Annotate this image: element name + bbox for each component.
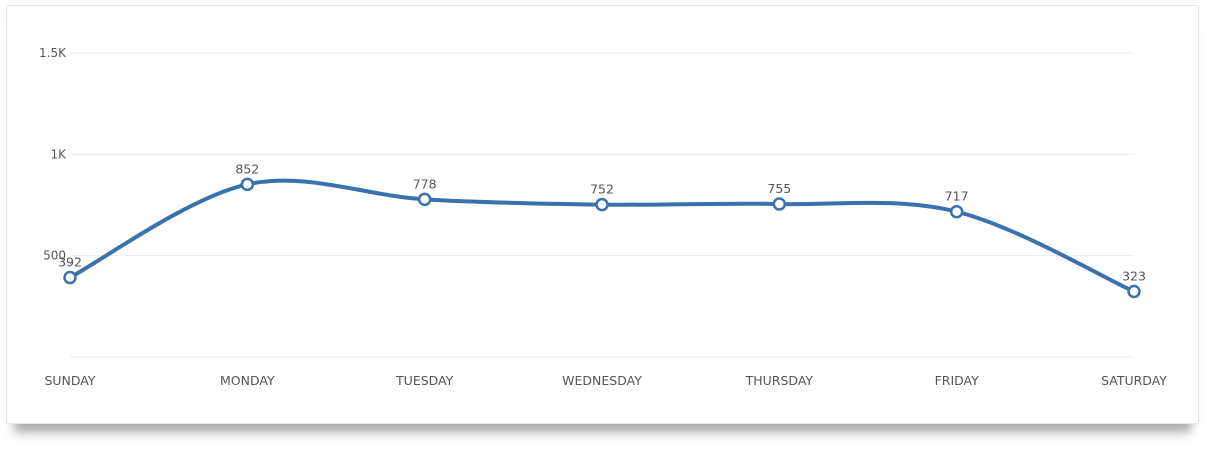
x-tick-label: WEDNESDAY [562,373,642,388]
x-tick-label: THURSDAY [745,373,814,388]
data-label: 752 [590,182,614,197]
data-label: 852 [235,161,259,176]
data-point[interactable] [949,204,964,219]
data-point[interactable] [1127,284,1141,299]
y-tick-label: 500 [43,249,66,263]
data-label: 392 [58,255,82,270]
x-tick-label: TUESDAY [395,373,454,388]
x-tick-label: SUNDAY [44,373,95,388]
series-layer [68,178,1136,294]
data-label: 778 [413,176,437,191]
data-label: 755 [767,181,791,196]
data-point[interactable] [417,192,432,207]
data-point[interactable] [595,197,609,212]
x-tick-label: MONDAY [220,373,275,388]
x-tick-label: FRIDAY [935,373,980,388]
data-point[interactable] [240,177,255,192]
x-axis-labels: SUNDAY MONDAY TUESDAY WEDNESDAY THURSDAY FRID… [44,373,1167,388]
y-tick-label: 1.5K [39,46,67,60]
y-axis-ticks: 500 1K 1.5K [39,46,67,263]
gridlines [70,52,1134,358]
data-labels-layer: 392 852 778 752 755 717 323 [58,161,1146,283]
data-point[interactable] [772,197,787,211]
x-tick-label: SATURDAY [1101,373,1167,388]
y-tick-label: 1K [50,147,67,161]
data-point[interactable] [63,270,77,285]
data-label: 323 [1122,269,1146,284]
series-line [68,178,1136,294]
data-label: 717 [945,189,969,204]
chart-card [6,5,1199,424]
points-layer [63,177,1141,299]
